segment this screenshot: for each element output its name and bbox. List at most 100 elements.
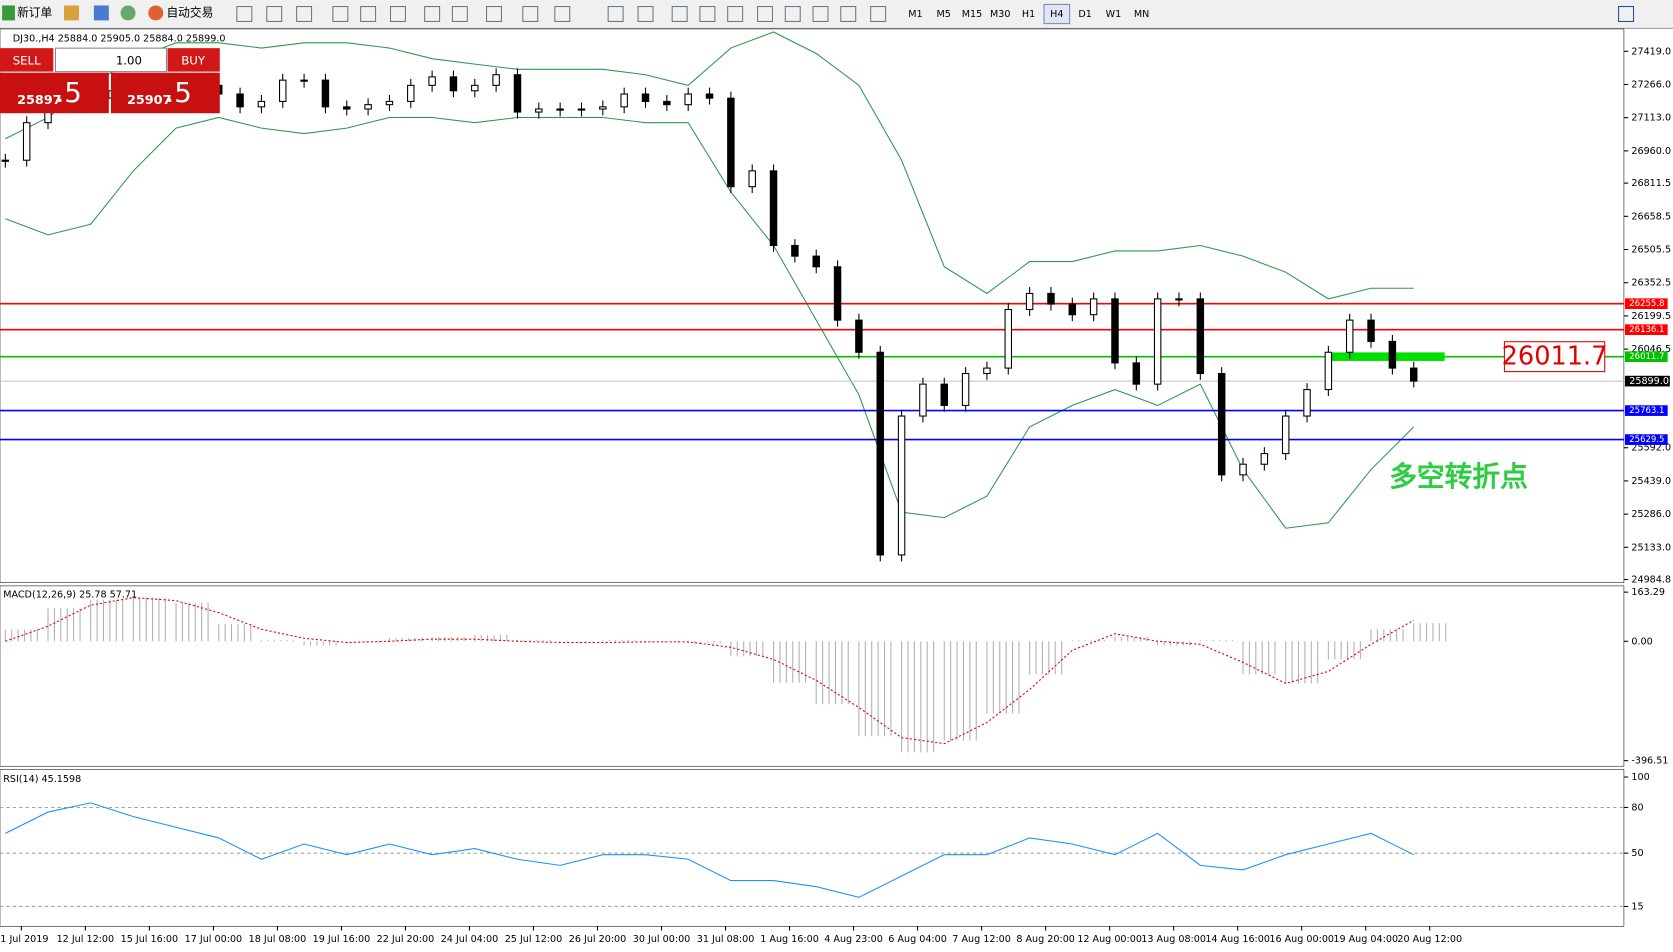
tool-button[interactable] [699,6,716,23]
volume-value[interactable]: 1.00 [116,53,142,67]
candle-body [471,84,479,92]
candle-body [556,108,564,111]
timeframe-button[interactable]: H1 [1022,9,1035,20]
tool-icon[interactable] [64,5,79,21]
timeframe-button[interactable]: W1 [1106,9,1122,20]
tool-button[interactable] [486,6,503,23]
candle-body [407,84,415,102]
timeframe-button[interactable]: D1 [1078,9,1092,20]
price-pane [0,28,1625,583]
timeframe-button[interactable]: M5 [937,9,951,20]
search-button[interactable] [1618,6,1635,23]
candle-body [364,104,372,110]
tool-button[interactable] [840,6,857,23]
tool-button[interactable] [296,6,313,23]
timeframe-button[interactable]: MN [1134,9,1149,20]
candle-body [791,244,799,257]
buy-button[interactable] [167,48,220,72]
tool-button[interactable] [727,6,744,23]
timeframe-button[interactable]: M15 [962,9,983,20]
tool-button[interactable] [266,6,283,23]
candle-body [1047,292,1055,305]
candle-body [1,159,10,162]
tool-button[interactable] [637,6,654,23]
macd-pane [0,585,1625,767]
ask-fraction: .5 [165,76,191,109]
x-tick-label: 13 Aug 08:00 [1141,934,1206,945]
bid-fraction: .5 [55,76,81,109]
auto-trading-button[interactable]: 自动交易 [166,5,213,19]
x-tick-label: 22 Jul 20:00 [377,934,435,945]
callout-box [1503,341,1606,373]
trade-panel: SELL 1.00 BUY 25897 .5 25907 .5 [0,47,220,114]
timeframe-button[interactable]: M30 [990,9,1010,20]
tool-button[interactable] [360,6,377,23]
timeframe-button[interactable]: H4 [1050,9,1063,20]
x-tick-label: 8 Aug 20:00 [1016,934,1075,945]
buy-label[interactable]: BUY [181,53,206,67]
tool-button[interactable] [812,6,829,23]
y-tick-label: 163.29 [1631,587,1665,598]
tool-button[interactable] [784,6,801,23]
x-tick-label: 16 Aug 00:00 [1269,934,1334,945]
candle-body [321,79,330,108]
tool-button[interactable] [424,6,441,23]
level-tag [1624,405,1668,416]
auto-trading-icon[interactable] [148,5,164,21]
sell-label[interactable]: SELL [13,53,41,67]
tool-icon[interactable] [120,5,136,21]
y-tick-label: 15 [1631,901,1643,912]
tool-icon[interactable] [93,5,109,21]
tool-button[interactable] [554,6,571,23]
volume-input[interactable] [54,47,167,73]
candle-body [961,372,970,406]
level-tag [1624,298,1668,310]
y-tick-label: -396.51 [1631,756,1668,767]
level-tag [1624,324,1668,336]
level-callout: 26011.7 [1502,342,1608,372]
x-tick-label: 6 Aug 04:00 [888,934,947,945]
level-tag [1624,351,1668,362]
candle-body [300,79,308,82]
y-tick-label: 26658.5 [1631,211,1671,222]
candle-body [513,74,522,113]
candle-body [1260,453,1269,465]
y-tick-label: 26505.5 [1631,245,1671,256]
timeframe-button[interactable]: M1 [908,9,922,20]
tool-button[interactable] [451,6,468,23]
level-label: 25763.1 [1629,406,1664,416]
bid-box[interactable] [0,72,109,114]
x-tick-label: 11 Jul 2019 [0,934,48,945]
candle-body [279,79,287,102]
tool-button[interactable] [522,6,539,23]
new-order-icon[interactable] [2,5,15,21]
sell-button[interactable] [0,48,54,72]
candle-body [748,170,756,188]
candle-body [769,170,778,247]
candle-body [1324,351,1333,391]
tool-button[interactable] [671,6,688,23]
x-tick-label: 12 Jul 12:00 [57,934,115,945]
candle-body [1175,298,1183,301]
new-order-button[interactable]: 新订单 [17,5,52,19]
tool-button[interactable] [607,6,624,23]
candle-body [492,74,500,86]
tool-button[interactable] [332,6,349,23]
y-tick-label: 26960.0 [1631,146,1671,157]
tool-button[interactable] [236,6,253,23]
annotation: 多空转折点 [1389,460,1528,493]
y-tick-label: 26046.5 [1631,344,1671,355]
y-tick-label: 26811.5 [1631,178,1671,189]
y-tick-label: 26199.5 [1631,311,1671,322]
tool-button[interactable] [757,6,774,23]
x-tick-label: 19 Aug 04:00 [1333,934,1398,945]
x-tick-label: 12 Aug 00:00 [1077,934,1142,945]
tool-button[interactable] [389,6,406,23]
x-tick-label: 20 Aug 12:00 [1397,934,1462,945]
tool-button[interactable] [870,6,887,23]
y-tick-label: 27419.0 [1631,46,1671,57]
y-tick-label: 24984.8 [1631,574,1671,585]
active-timeframe[interactable] [1043,3,1071,25]
ask-box[interactable] [110,72,220,114]
